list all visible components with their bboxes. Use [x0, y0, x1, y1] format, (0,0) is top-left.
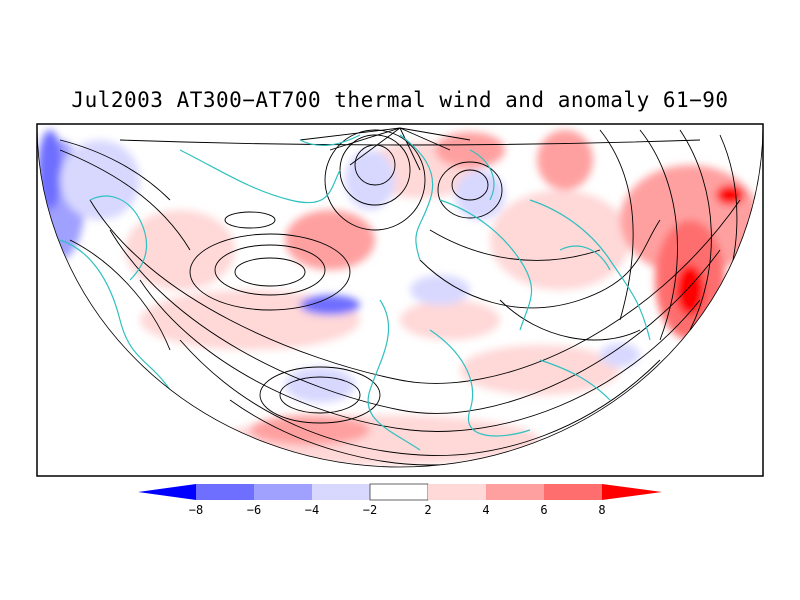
coastline: [367, 299, 421, 451]
warm-anomaly-core: [676, 265, 704, 315]
colorbar-segment: [486, 484, 544, 500]
cold-anomaly-region: [285, 367, 355, 403]
streamline: [109, 229, 721, 414]
colorbar-segment: [369, 483, 429, 501]
streamline: [499, 299, 641, 341]
colorbar-segment: [254, 484, 312, 500]
streamline: [354, 144, 396, 186]
streamline: [329, 127, 401, 151]
streamline: [349, 127, 401, 166]
warm-anomaly-region: [460, 345, 620, 395]
streamline: [89, 199, 741, 384]
coastline: [59, 239, 171, 391]
streamline: [139, 279, 701, 432]
streamline: [59, 139, 171, 201]
colorbar-tick-label: 6: [540, 503, 547, 517]
colorbar-extreme-low: [138, 484, 196, 500]
streamline: [259, 366, 381, 424]
coastline: [399, 134, 434, 261]
warm-anomaly-core: [716, 185, 744, 205]
streamline: [679, 129, 712, 331]
streamline: [451, 169, 489, 201]
cold-anomaly-region: [410, 275, 470, 305]
streamline: [59, 149, 191, 251]
warm-anomaly-region: [490, 190, 630, 290]
streamline: [599, 129, 634, 321]
cold-anomaly-region: [455, 170, 505, 220]
warm-anomaly-region: [285, 210, 375, 270]
cold-anomaly-region: [345, 150, 395, 210]
streamline: [224, 211, 276, 229]
streamline: [399, 127, 471, 141]
coastline: [539, 359, 611, 401]
colorbar-tick-label: −8: [189, 503, 203, 517]
streamline: [429, 229, 601, 261]
streamline: [234, 257, 306, 287]
colorbar-tick-label: 2: [424, 503, 431, 517]
streamline: [119, 139, 701, 146]
streamline: [399, 127, 451, 151]
colorbar-extreme-high: [602, 484, 662, 500]
streamline: [639, 129, 678, 341]
streamline: [437, 161, 503, 219]
cold-anomaly-region: [600, 343, 640, 367]
domain-boundary: [36, 123, 764, 468]
streamline: [69, 239, 171, 351]
colorbar-tick-label: −2: [363, 503, 377, 517]
streamline: [299, 127, 401, 141]
streamline: [179, 339, 661, 456]
map-domain: [37, 127, 760, 466]
streamline: [214, 244, 326, 296]
warm-anomaly-region: [250, 415, 370, 445]
colorbar-tick-label: 8: [598, 503, 605, 517]
coastlines: [59, 134, 651, 451]
streamline: [324, 129, 426, 231]
coastline: [559, 245, 611, 271]
coastline: [299, 134, 361, 146]
coastline: [439, 199, 533, 331]
coastline: [89, 195, 148, 281]
warm-anomaly-region: [400, 300, 500, 340]
streamline: [189, 233, 351, 311]
coastline: [179, 149, 341, 204]
streamline: [279, 376, 361, 414]
colorbar-segment: [196, 484, 254, 500]
streamline: [399, 127, 421, 171]
cold-anomaly-region: [60, 140, 140, 220]
colorbar-tick-label: −6: [247, 503, 261, 517]
coastline: [469, 149, 495, 201]
coastline: [529, 199, 651, 341]
colorbar: −8 −6 −4 −2 2 4 6 8: [138, 483, 662, 517]
colorbar-segment: [544, 484, 602, 500]
colorbar-ticks: −8 −6 −4 −2 2 4 6 8: [189, 503, 606, 517]
colorbar-segment: [312, 484, 370, 500]
streamline: [419, 219, 661, 309]
colorbar-segment: [428, 484, 486, 500]
map-title: Jul2003 AT300−AT700 thermal wind and ano…: [71, 88, 729, 112]
coastline: [429, 329, 531, 437]
colorbar-tick-label: 4: [482, 503, 489, 517]
warm-anomaly-region: [537, 130, 593, 190]
cold-anomaly-core: [300, 295, 360, 315]
colorbar-tick-label: −4: [305, 503, 319, 517]
